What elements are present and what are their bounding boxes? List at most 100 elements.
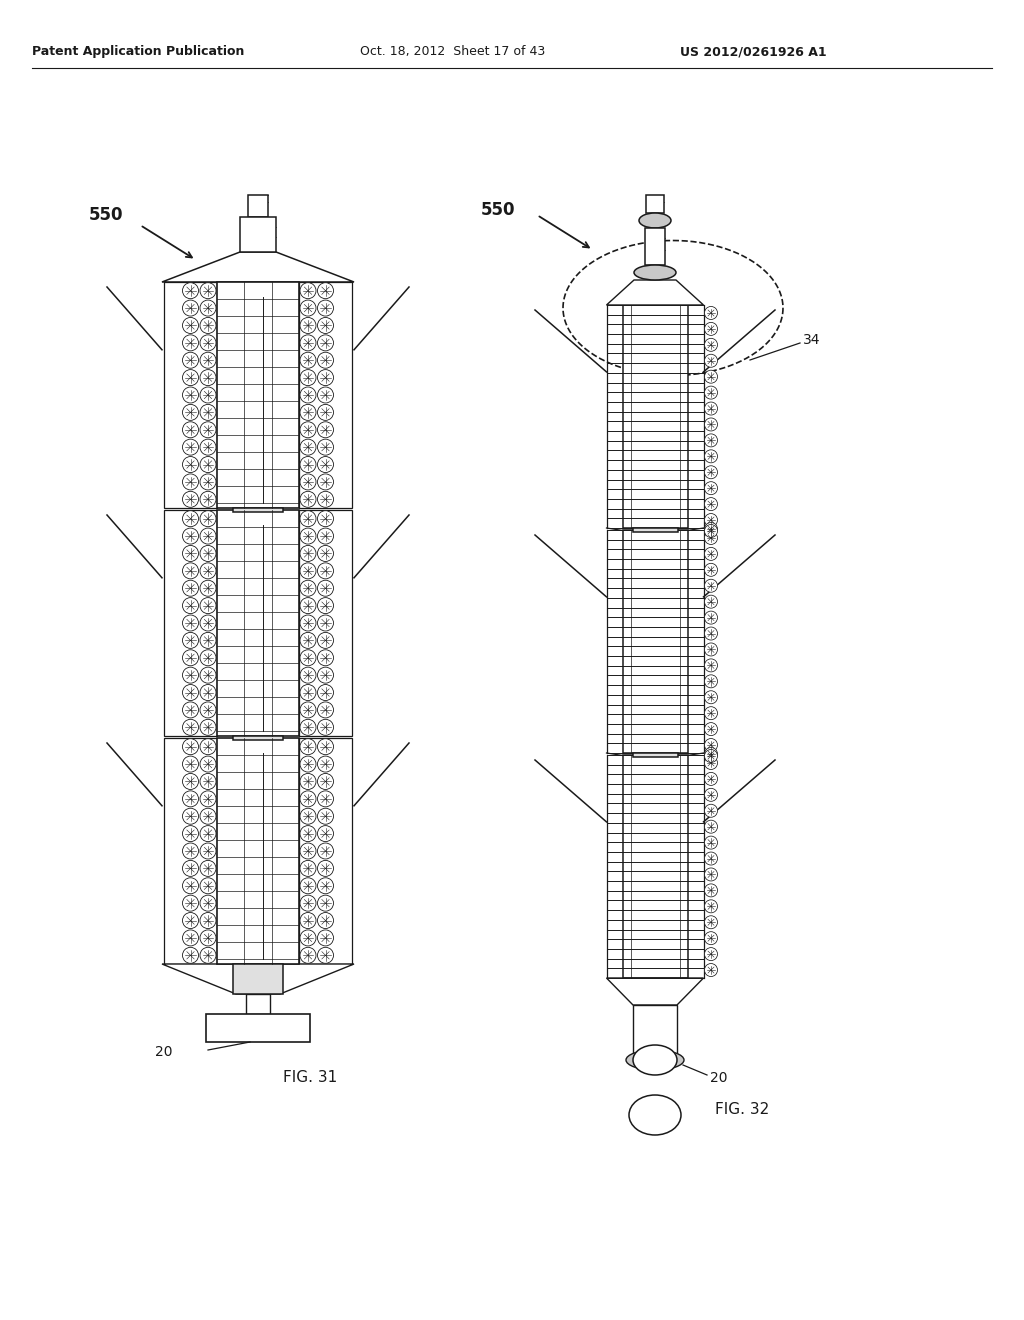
Bar	[206, 1014, 310, 1041]
Circle shape	[200, 318, 216, 334]
Text: 20: 20	[710, 1071, 727, 1085]
Circle shape	[300, 861, 316, 876]
Circle shape	[200, 352, 216, 368]
Circle shape	[200, 615, 216, 631]
Circle shape	[300, 791, 316, 807]
Circle shape	[200, 404, 216, 420]
Bar	[633, 1005, 677, 1060]
Polygon shape	[162, 252, 354, 282]
Text: 550: 550	[88, 206, 123, 224]
Circle shape	[200, 825, 216, 842]
Circle shape	[200, 598, 216, 614]
Circle shape	[200, 739, 216, 755]
Circle shape	[317, 948, 334, 964]
Circle shape	[705, 836, 718, 849]
Circle shape	[182, 791, 199, 807]
Circle shape	[200, 774, 216, 789]
Circle shape	[300, 404, 316, 420]
Circle shape	[182, 528, 199, 544]
Bar	[623, 755, 687, 978]
Circle shape	[200, 370, 216, 385]
Circle shape	[705, 750, 718, 763]
Bar	[217, 282, 299, 508]
Circle shape	[317, 739, 334, 755]
Circle shape	[182, 457, 199, 473]
Bar	[217, 738, 299, 964]
Circle shape	[317, 929, 334, 946]
Circle shape	[200, 491, 216, 507]
Circle shape	[200, 581, 216, 597]
Circle shape	[317, 912, 334, 928]
Circle shape	[200, 895, 216, 911]
Bar	[299, 510, 352, 737]
Circle shape	[182, 843, 199, 859]
Circle shape	[317, 511, 334, 527]
Circle shape	[705, 595, 718, 609]
Circle shape	[317, 719, 334, 735]
Bar	[164, 510, 217, 737]
Bar	[233, 964, 283, 994]
Circle shape	[317, 861, 334, 876]
Circle shape	[317, 895, 334, 911]
Circle shape	[300, 440, 316, 455]
Circle shape	[300, 528, 316, 544]
Circle shape	[317, 808, 334, 824]
Circle shape	[182, 756, 199, 772]
Circle shape	[200, 474, 216, 490]
Circle shape	[182, 282, 199, 298]
Circle shape	[200, 756, 216, 772]
Bar	[233, 737, 283, 741]
Circle shape	[200, 685, 216, 701]
Circle shape	[182, 895, 199, 911]
Circle shape	[300, 598, 316, 614]
Circle shape	[200, 440, 216, 455]
Circle shape	[182, 719, 199, 735]
Circle shape	[705, 948, 718, 961]
Bar	[233, 508, 283, 512]
Circle shape	[182, 335, 199, 351]
Circle shape	[705, 643, 718, 656]
Circle shape	[182, 598, 199, 614]
Circle shape	[300, 756, 316, 772]
Circle shape	[705, 498, 718, 511]
Circle shape	[705, 611, 718, 624]
Circle shape	[317, 491, 334, 507]
Circle shape	[705, 450, 718, 463]
Circle shape	[705, 418, 718, 430]
Bar	[299, 738, 352, 964]
Circle shape	[200, 632, 216, 648]
Circle shape	[705, 403, 718, 414]
Circle shape	[182, 387, 199, 403]
Circle shape	[317, 685, 334, 701]
Circle shape	[300, 929, 316, 946]
Polygon shape	[606, 978, 703, 1005]
Circle shape	[300, 702, 316, 718]
Circle shape	[705, 524, 718, 537]
Circle shape	[300, 719, 316, 735]
Circle shape	[300, 352, 316, 368]
Circle shape	[182, 632, 199, 648]
Circle shape	[705, 820, 718, 833]
Circle shape	[705, 869, 718, 880]
Circle shape	[300, 843, 316, 859]
Circle shape	[300, 948, 316, 964]
Text: 550: 550	[480, 201, 515, 219]
Circle shape	[705, 659, 718, 672]
Ellipse shape	[633, 1045, 677, 1074]
Circle shape	[705, 338, 718, 351]
Circle shape	[182, 491, 199, 507]
Circle shape	[705, 532, 718, 544]
Circle shape	[705, 354, 718, 367]
Circle shape	[300, 912, 316, 928]
Circle shape	[317, 422, 334, 438]
Circle shape	[300, 491, 316, 507]
Circle shape	[300, 457, 316, 473]
Circle shape	[182, 581, 199, 597]
Circle shape	[317, 335, 334, 351]
Circle shape	[705, 675, 718, 688]
Circle shape	[200, 791, 216, 807]
Circle shape	[300, 808, 316, 824]
Circle shape	[300, 335, 316, 351]
Circle shape	[182, 440, 199, 455]
Circle shape	[182, 370, 199, 385]
